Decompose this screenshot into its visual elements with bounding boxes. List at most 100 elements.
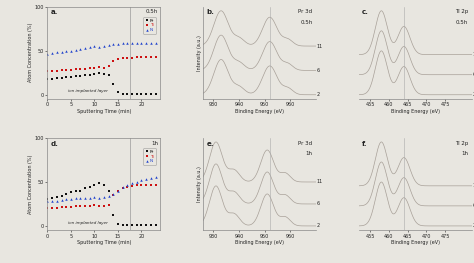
Ti (110, 59, 116, 63)
N (134, 180, 139, 183)
Pr (153, 223, 158, 226)
Ti (115, 189, 121, 192)
Text: a.: a. (51, 9, 58, 15)
N (143, 41, 149, 44)
X-axis label: Binding Energy (eV): Binding Energy (eV) (391, 240, 440, 245)
Ti (143, 55, 149, 58)
X-axis label: Binding Energy (eV): Binding Energy (eV) (391, 109, 440, 114)
Ti (129, 185, 135, 188)
N (153, 176, 158, 179)
Ti (96, 205, 102, 208)
Text: 0.5h: 0.5h (301, 19, 312, 24)
Ti (153, 184, 158, 187)
N (64, 198, 69, 201)
Ti (49, 206, 55, 210)
N (115, 42, 121, 45)
Pr (87, 185, 92, 189)
N (129, 182, 135, 185)
Text: 1h: 1h (151, 140, 158, 145)
Ti (54, 69, 60, 72)
Pr (110, 214, 116, 217)
Ti (45, 206, 50, 210)
N (68, 198, 74, 201)
Ti (106, 203, 111, 206)
Pr (143, 92, 149, 95)
N (148, 177, 154, 180)
Text: b.: b. (207, 9, 214, 15)
N (110, 193, 116, 196)
Pr (82, 74, 88, 77)
Pr (68, 191, 74, 194)
Y-axis label: Intensity (a.u.): Intensity (a.u.) (197, 35, 202, 71)
N (68, 49, 74, 52)
Ti (82, 205, 88, 208)
Pr (73, 190, 79, 193)
Text: 2: 2 (473, 224, 474, 229)
Pr (101, 184, 107, 187)
N (73, 197, 79, 200)
N (82, 196, 88, 199)
Pr (96, 182, 102, 185)
Ti (148, 55, 154, 58)
N (54, 51, 60, 54)
Ti (59, 68, 64, 72)
Line: Pr: Pr (46, 72, 157, 95)
N (82, 46, 88, 49)
N (120, 185, 126, 189)
N (45, 53, 50, 56)
Pr (115, 90, 121, 93)
X-axis label: Binding Energy (eV): Binding Energy (eV) (235, 109, 284, 114)
Pr (134, 223, 139, 226)
Ti (59, 206, 64, 209)
Line: N: N (46, 176, 157, 202)
Ti (49, 69, 55, 72)
Pr (110, 82, 116, 85)
Pr (143, 223, 149, 226)
N (106, 44, 111, 47)
Text: 11: 11 (317, 44, 323, 49)
Text: 0.5h: 0.5h (456, 19, 468, 24)
Ti (101, 67, 107, 70)
N (120, 41, 126, 44)
N (49, 200, 55, 203)
Text: 1h: 1h (461, 151, 468, 156)
N (138, 178, 144, 181)
Ti (68, 206, 74, 209)
Ti (82, 68, 88, 71)
Text: 1h: 1h (306, 151, 312, 156)
Pr (68, 75, 74, 79)
N (49, 52, 55, 55)
Ti (125, 185, 130, 189)
Pr (129, 223, 135, 226)
Y-axis label: Atom Concentration (%): Atom Concentration (%) (28, 154, 33, 214)
N (143, 178, 149, 181)
Pr (138, 92, 144, 95)
X-axis label: Sputtering Time (min): Sputtering Time (min) (77, 109, 131, 114)
Text: 2: 2 (317, 224, 320, 229)
N (115, 189, 121, 192)
Pr (77, 189, 83, 192)
Pr (49, 196, 55, 199)
Ti (138, 55, 144, 58)
Ti (134, 184, 139, 187)
Pr (87, 74, 92, 77)
Text: 0.5h: 0.5h (146, 9, 158, 14)
N (73, 48, 79, 51)
N (106, 194, 111, 198)
Ti (77, 68, 83, 71)
Pr (49, 77, 55, 80)
N (148, 41, 154, 44)
Text: 11: 11 (317, 179, 323, 184)
Pr (148, 223, 154, 226)
Ti (120, 56, 126, 59)
Text: ion implanted layer: ion implanted layer (68, 89, 108, 93)
Text: 2: 2 (473, 92, 474, 97)
Ti (106, 65, 111, 68)
Pr (101, 73, 107, 76)
Ti (138, 184, 144, 187)
Pr (153, 92, 158, 95)
Ti (143, 184, 149, 187)
Ti (68, 68, 74, 72)
Pr (82, 186, 88, 189)
Text: Ti 2p: Ti 2p (455, 9, 468, 14)
